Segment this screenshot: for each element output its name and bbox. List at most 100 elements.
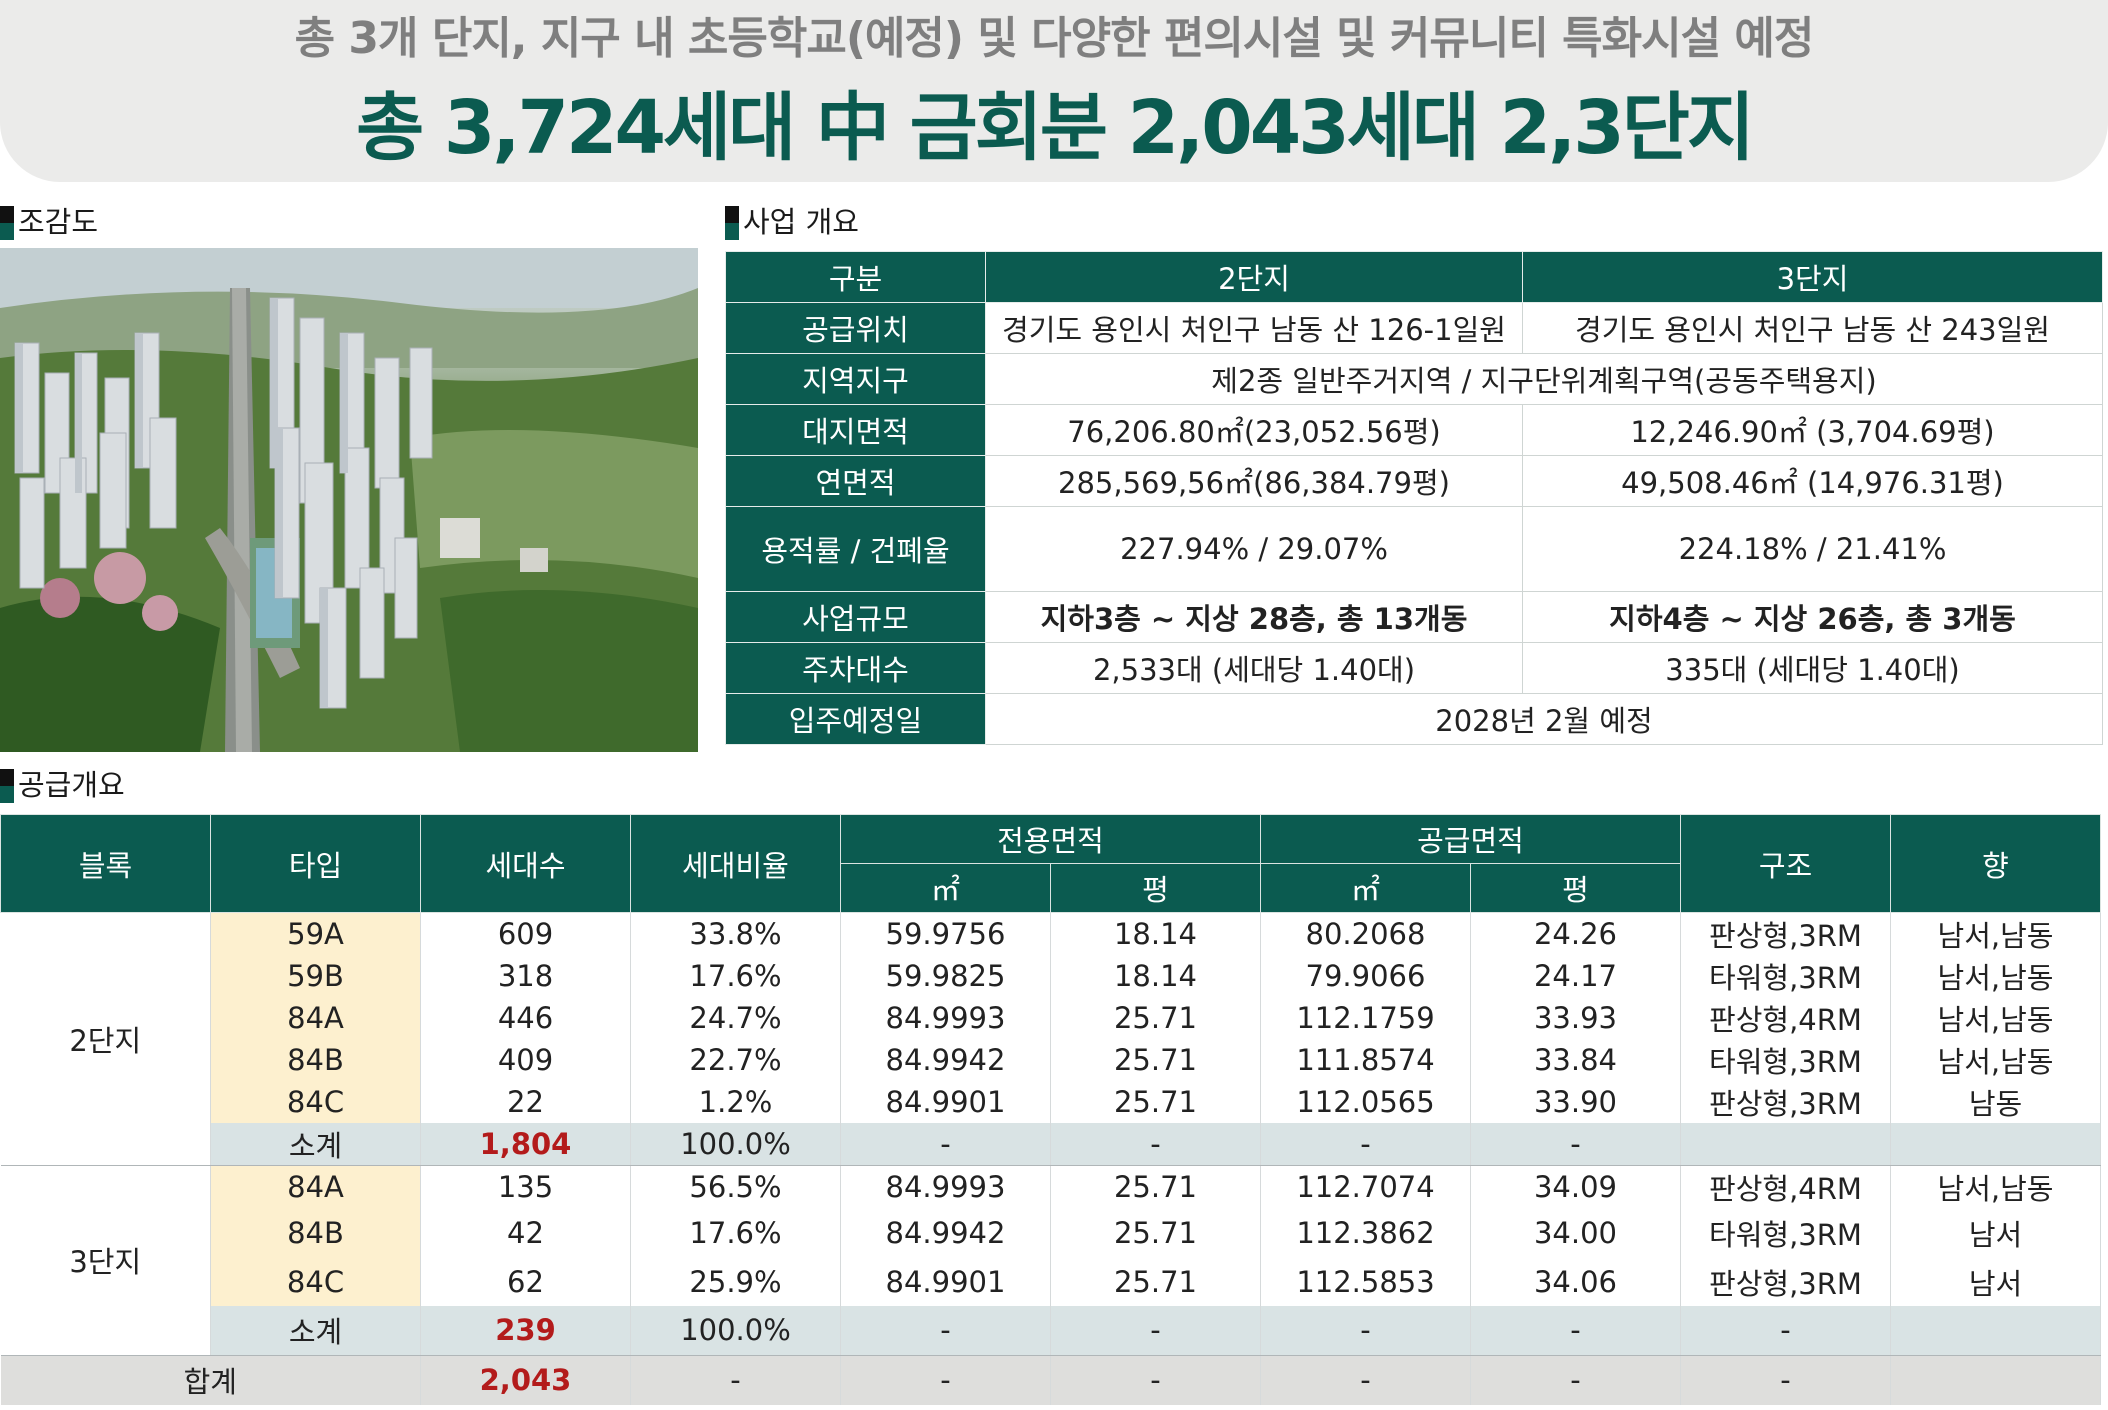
table-cell: 49,508.46㎡ (14,976.31평) — [1522, 455, 2103, 507]
section-overview-label: 사업 개요 — [743, 205, 859, 239]
table-cell: - — [1470, 1306, 1681, 1356]
column-header-m2: ㎡ — [840, 863, 1051, 913]
table-cell: 경기도 용인시 처인구 남동 산 126-1일원 — [985, 302, 1523, 354]
table-cell: 17.6% — [630, 1208, 841, 1257]
table-row: 대지면적 76,206.80㎡(23,052.56평) 12,246.90㎡ (… — [725, 404, 2103, 456]
section-supply-label: 공급개요 — [18, 768, 125, 802]
column-header-exclusive-area: 전용면적 — [840, 814, 1261, 864]
table-cell: 18.14 — [1050, 955, 1261, 997]
column-header-type: 타입 — [210, 814, 421, 913]
aerial-illustration — [0, 248, 698, 752]
table-cell: 25.71 — [1050, 997, 1261, 1039]
table-row: 공급위치 경기도 용인시 처인구 남동 산 126-1일원 경기도 용인시 처인… — [725, 302, 2103, 354]
table-cell: - — [1260, 1123, 1471, 1166]
type-cell: 84B — [210, 1208, 421, 1257]
row-label: 대지면적 — [725, 404, 986, 456]
table-row: 84C 62 25.9% 84.9901 25.71 112.5853 34.0… — [1, 1257, 2101, 1306]
table-cell: 224.18% / 21.41% — [1522, 506, 2103, 592]
table-cell: 84.9901 — [840, 1257, 1051, 1306]
table-cell: 판상형,3RM — [1680, 912, 1891, 955]
table-cell: 판상형,3RM — [1680, 1257, 1891, 1306]
column-header-pyeong: 평 — [1050, 863, 1261, 913]
table-cell: 경기도 용인시 처인구 남동 산 243일원 — [1522, 302, 2103, 354]
table-cell: 타워형,3RM — [1680, 955, 1891, 997]
table-cell: 62 — [420, 1257, 631, 1306]
row-label: 공급위치 — [725, 302, 986, 354]
column-header-supply-area: 공급면적 — [1260, 814, 1681, 864]
table-cell: 285,569,56㎡(86,384.79평) — [985, 455, 1523, 507]
block-label: 3단지 — [0, 1165, 211, 1356]
table-row: 용적률 / 건폐율 227.94% / 29.07% 224.18% / 21.… — [725, 506, 2103, 592]
table-cell: 227.94% / 29.07% — [985, 506, 1523, 592]
table-cell: 판상형,4RM — [1680, 1165, 1891, 1208]
table-cell: 25.71 — [1050, 1165, 1261, 1208]
table-cell: 판상형,4RM — [1680, 997, 1891, 1039]
table-cell: 25.71 — [1050, 1081, 1261, 1123]
table-cell: 34.00 — [1470, 1208, 1681, 1257]
table-cell: 112.7074 — [1260, 1165, 1471, 1208]
table-cell: 24.17 — [1470, 955, 1681, 997]
table-cell — [1890, 1306, 2101, 1356]
table-cell: - — [1050, 1355, 1261, 1405]
table-cell: 80.2068 — [1260, 912, 1471, 955]
subtotal-units: 239 — [420, 1306, 631, 1356]
header-banner: 총 3개 단지, 지구 내 초등학교(예정) 및 다양한 편의시설 및 커뮤니티… — [0, 0, 2108, 182]
table-cell: 33.93 — [1470, 997, 1681, 1039]
table-cell: 남서 — [1890, 1208, 2101, 1257]
table-row: 84B 409 22.7% 84.9942 25.71 111.8574 33.… — [1, 1039, 2101, 1081]
business-overview-table: 구분 2단지 3단지 공급위치 경기도 용인시 처인구 남동 산 126-1일원… — [725, 251, 2103, 745]
table-cell: 1.2% — [630, 1081, 841, 1123]
table-cell: 33.8% — [630, 912, 841, 955]
table-cell — [1890, 1355, 2101, 1405]
table-cell: 33.90 — [1470, 1081, 1681, 1123]
column-header-units: 세대수 — [420, 814, 631, 913]
overview-header-cell: 3단지 — [1522, 251, 2103, 303]
table-cell: 446 — [420, 997, 631, 1039]
table-row: 84A 446 24.7% 84.9993 25.71 112.1759 33.… — [1, 997, 2101, 1039]
table-cell: 타워형,3RM — [1680, 1208, 1891, 1257]
table-cell: 25.71 — [1050, 1039, 1261, 1081]
section-marker-icon — [0, 769, 14, 803]
table-cell: - — [1680, 1355, 1891, 1405]
table-cell: 34.09 — [1470, 1165, 1681, 1208]
table-cell: 112.1759 — [1260, 997, 1471, 1039]
table-cell: - — [1470, 1123, 1681, 1166]
table-cell: - — [840, 1355, 1051, 1405]
table-cell: 지하3층 ~ 지상 28층, 총 13개동 — [985, 591, 1523, 643]
table-row: 84B 42 17.6% 84.9942 25.71 112.3862 34.0… — [1, 1208, 2101, 1257]
table-cell: 112.3862 — [1260, 1208, 1471, 1257]
table-cell: 34.06 — [1470, 1257, 1681, 1306]
table-header-row: 블록 타입 세대수 세대비율 전용면적 공급면적 구조 향 — [0, 814, 2101, 913]
type-cell: 84A — [210, 997, 421, 1039]
type-cell: 84A — [210, 1165, 421, 1208]
table-cell: 76,206.80㎡(23,052.56평) — [985, 404, 1523, 456]
section-marker-icon — [725, 206, 739, 240]
table-row: 구분 2단지 3단지 — [725, 251, 2103, 303]
table-cell: 판상형,3RM — [1680, 1081, 1891, 1123]
table-cell: 남동 — [1890, 1081, 2101, 1123]
table-cell: 100.0% — [630, 1306, 841, 1356]
type-cell: 84B — [210, 1039, 421, 1081]
table-cell: 22.7% — [630, 1039, 841, 1081]
table-cell: 100.0% — [630, 1123, 841, 1166]
table-cell: 제2종 일반주거지역 / 지구단위계획구역(공동주택용지) — [985, 353, 2103, 405]
table-cell: 17.6% — [630, 955, 841, 997]
table-cell: 지하4층 ~ 지상 26층, 총 3개동 — [1522, 591, 2103, 643]
supply-overview-table: 블록 타입 세대수 세대비율 전용면적 공급면적 구조 향 ㎡ 평 ㎡ 평 2단… — [0, 814, 2101, 1405]
table-row: 연면적 285,569,56㎡(86,384.79평) 49,508.46㎡ (… — [725, 455, 2103, 507]
column-header-m2: ㎡ — [1260, 863, 1471, 913]
overview-header-cell: 2단지 — [985, 251, 1523, 303]
column-header-pyeong: 평 — [1470, 863, 1681, 913]
row-label: 입주예정일 — [725, 693, 986, 745]
table-cell: 318 — [420, 955, 631, 997]
table-cell: 남서,남동 — [1890, 1039, 2101, 1081]
table-cell: - — [1260, 1306, 1471, 1356]
table-cell: - — [1050, 1306, 1261, 1356]
table-cell: 59.9756 — [840, 912, 1051, 955]
type-cell: 59B — [210, 955, 421, 997]
table-cell — [1680, 1123, 1891, 1166]
row-label: 지역지구 — [725, 353, 986, 405]
table-cell: 2,533대 (세대당 1.40대) — [985, 642, 1523, 694]
table-cell: 24.7% — [630, 997, 841, 1039]
table-cell: 12,246.90㎡ (3,704.69평) — [1522, 404, 2103, 456]
